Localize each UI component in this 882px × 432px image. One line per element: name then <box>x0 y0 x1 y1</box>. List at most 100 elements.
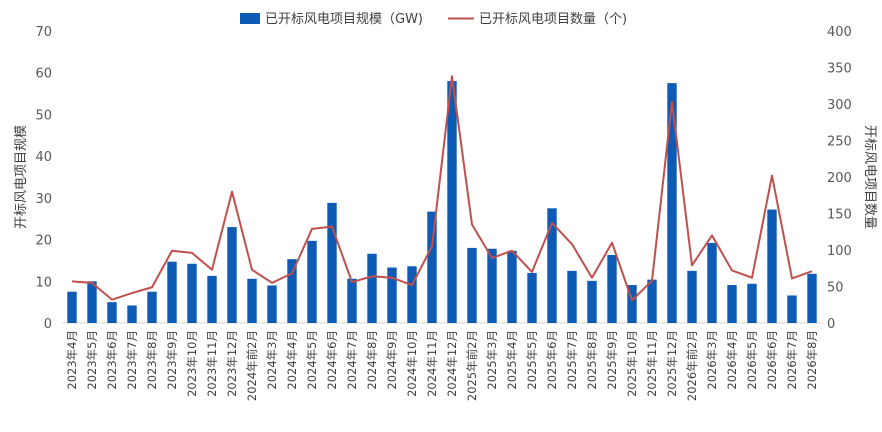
legend-swatch-bar-series <box>240 13 260 24</box>
right-tick-label: 350 <box>827 62 852 77</box>
x-tick-label: 2025年5月 <box>525 330 539 390</box>
right-tick-label: 150 <box>827 208 852 223</box>
bar <box>787 295 797 323</box>
x-tick-label: 2026年前2月 <box>685 330 699 401</box>
x-tick-label: 2024年6月 <box>325 330 339 390</box>
bar <box>227 227 237 323</box>
bar <box>327 202 337 323</box>
x-tick-label: 2024年4月 <box>285 330 299 390</box>
bar <box>807 273 817 323</box>
series-line <box>71 75 813 302</box>
x-tick-label: 2023年10月 <box>185 330 199 397</box>
bar <box>607 255 617 323</box>
right-tick-label: 50 <box>827 281 844 296</box>
line-series <box>71 75 813 302</box>
bar <box>407 266 417 323</box>
x-tick-label: 2025年3月 <box>485 330 499 390</box>
bar <box>107 302 117 323</box>
bar <box>87 281 97 323</box>
bar <box>267 285 277 323</box>
bar <box>127 305 137 323</box>
x-tick-label: 2023年4月 <box>65 330 79 390</box>
bar <box>247 278 257 323</box>
left-tick-label: 40 <box>35 150 52 165</box>
bar <box>587 280 597 323</box>
bar <box>287 259 297 323</box>
bar <box>567 270 577 323</box>
bar <box>447 81 457 323</box>
x-tick-label: 2023年7月 <box>125 330 139 390</box>
right-tick-label: 400 <box>827 25 852 40</box>
left-tick-label: 20 <box>35 234 52 249</box>
x-tick-label: 2023年8月 <box>145 330 159 390</box>
bar <box>427 211 437 323</box>
bar <box>507 250 517 323</box>
bar <box>167 261 177 323</box>
bar <box>727 285 737 323</box>
x-tick-label: 2024年10月 <box>405 330 419 397</box>
x-tick-label: 2026年6月 <box>765 330 779 390</box>
x-tick-label: 2023年12月 <box>225 330 239 397</box>
x-tick-label: 2025年11月 <box>645 330 659 397</box>
right-tick-label: 100 <box>827 244 852 259</box>
bar <box>647 279 657 323</box>
left-axis-title: 开标风电项目规模 <box>14 125 29 229</box>
legend-label-line-series: 已开标风电项目数量（个) <box>479 12 627 27</box>
bar <box>627 285 637 323</box>
left-axis-ticks: 0 10 20 30 40 50 60 70 <box>35 25 52 332</box>
x-tick-label: 2026年8月 <box>805 330 819 390</box>
x-tick-label: 2024年3月 <box>265 330 279 390</box>
x-tick-label: 2025年9月 <box>605 330 619 390</box>
bar <box>747 283 757 323</box>
right-tick-label: 300 <box>827 98 852 113</box>
x-tick-label: 2026年4月 <box>725 330 739 390</box>
legend: 已开标风电项目规模（GW) 已开标风电项目数量（个) <box>240 12 627 27</box>
bar <box>687 270 697 323</box>
left-tick-label: 30 <box>35 192 52 207</box>
legend-label-bar-series: 已开标风电项目规模（GW) <box>265 12 423 27</box>
x-tick-label: 2024年9月 <box>385 330 399 390</box>
right-axis-title: 开标风电项目数量 <box>862 125 877 229</box>
x-tick-label: 2025年4月 <box>505 330 519 390</box>
left-tick-label: 50 <box>35 108 52 123</box>
bar <box>527 272 537 323</box>
x-tick-label: 2024年8月 <box>365 330 379 390</box>
x-tick-label: 2024年5月 <box>305 330 319 390</box>
x-tick-label: 2025年7月 <box>565 330 579 390</box>
bar <box>307 240 317 323</box>
x-tick-label: 2024年7月 <box>345 330 359 390</box>
x-tick-label: 2023年11月 <box>205 330 219 397</box>
left-tick-label: 70 <box>35 25 52 40</box>
bar <box>367 253 377 323</box>
bar <box>387 267 397 323</box>
x-tick-label: 2023年9月 <box>165 330 179 390</box>
x-tick-label: 2025年12月 <box>665 330 679 397</box>
bar-series <box>67 81 817 323</box>
bar <box>187 263 197 323</box>
bar <box>147 291 157 323</box>
x-tick-label: 2026年3月 <box>705 330 719 390</box>
right-tick-label: 200 <box>827 171 852 186</box>
x-tick-label: 2024年前2月 <box>245 330 259 401</box>
bar <box>767 209 777 323</box>
x-tick-label: 2025年6月 <box>545 330 559 390</box>
bar <box>67 291 77 323</box>
x-tick-label: 2023年5月 <box>85 330 99 390</box>
bar <box>347 278 357 323</box>
left-tick-label: 60 <box>35 67 52 82</box>
left-tick-label: 0 <box>44 317 52 332</box>
x-tick-label: 2024年11月 <box>425 330 439 397</box>
bar <box>707 242 717 323</box>
right-tick-label: 0 <box>827 317 835 332</box>
x-tick-label: 2025年10月 <box>625 330 639 397</box>
x-tick-label: 2026年5月 <box>745 330 759 390</box>
x-tick-label: 2025年前2月 <box>465 330 479 401</box>
x-tick-label: 2025年8月 <box>585 330 599 390</box>
x-tick-label: 2023年6月 <box>105 330 119 390</box>
right-axis-ticks: 0 50 100 150 200 250 300 350 400 <box>827 25 852 332</box>
right-tick-label: 250 <box>827 135 852 150</box>
left-tick-label: 10 <box>35 275 52 290</box>
bar <box>667 83 677 323</box>
bar <box>467 247 477 323</box>
